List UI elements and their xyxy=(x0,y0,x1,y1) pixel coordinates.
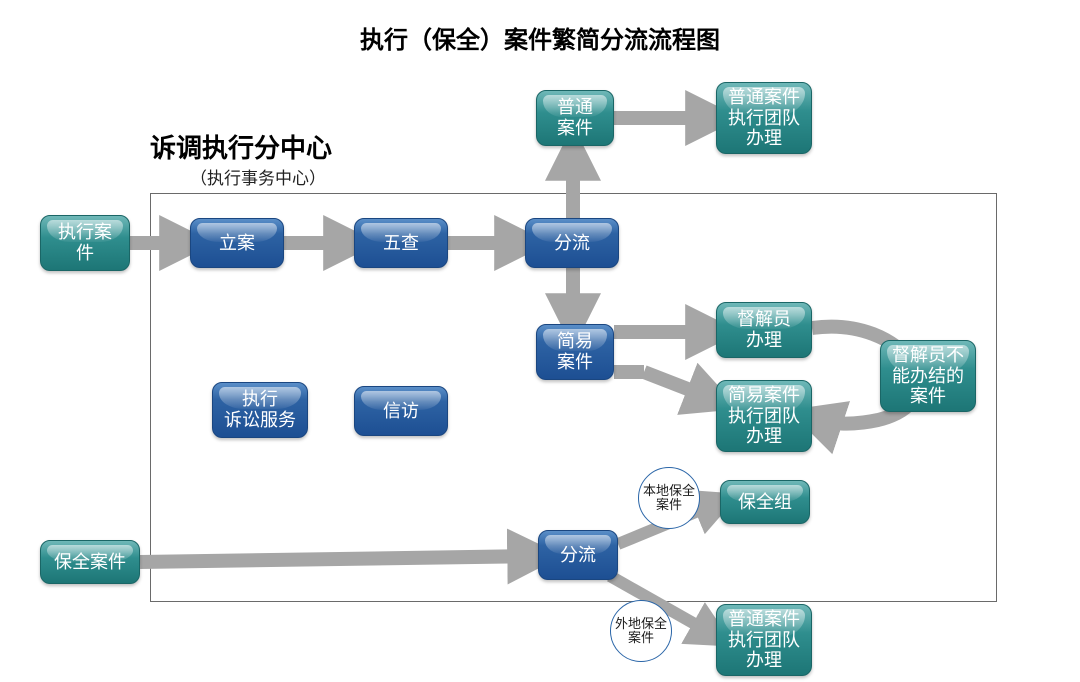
flow-node-normal_case: 普通 案件 xyxy=(536,90,614,146)
center-subtitle: 诉调执行分中心 xyxy=(150,128,332,165)
flow-node-mediator_fail: 督解员不 能办结的 案件 xyxy=(880,340,976,412)
flow-node-exec_case: 执行案 件 xyxy=(40,215,130,271)
flow-node-five_check: 五查 xyxy=(354,218,448,268)
flow-node-mediator: 督解员 办理 xyxy=(716,302,812,358)
center-subcaption: （执行事务中心） xyxy=(190,164,326,189)
page-title: 执行（保全）案件繁简分流流程图 xyxy=(0,20,1080,55)
flow-node-petition: 信访 xyxy=(354,386,448,436)
flowchart-canvas: { "type": "flowchart", "canvas": { "widt… xyxy=(0,0,1080,682)
flow-circle-remote_security: 外地保全 案件 xyxy=(610,600,672,662)
flow-node-divert2: 分流 xyxy=(538,530,618,580)
flow-circle-local_security: 本地保全 案件 xyxy=(638,467,700,529)
flow-node-simple_case: 简易 案件 xyxy=(536,324,614,380)
flow-node-security_group: 保全组 xyxy=(720,480,810,524)
flow-node-normal_team2: 普通案件 执行团队 办理 xyxy=(716,604,812,676)
flow-node-exec_lit_service: 执行 诉讼服务 xyxy=(212,382,308,438)
flow-node-simple_team: 简易案件 执行团队 办理 xyxy=(716,380,812,452)
flow-node-security_case: 保全案件 xyxy=(40,540,140,584)
flow-node-filing: 立案 xyxy=(190,218,284,268)
flow-node-normal_team: 普通案件 执行团队 办理 xyxy=(716,82,812,154)
flow-node-divert1: 分流 xyxy=(525,218,619,268)
